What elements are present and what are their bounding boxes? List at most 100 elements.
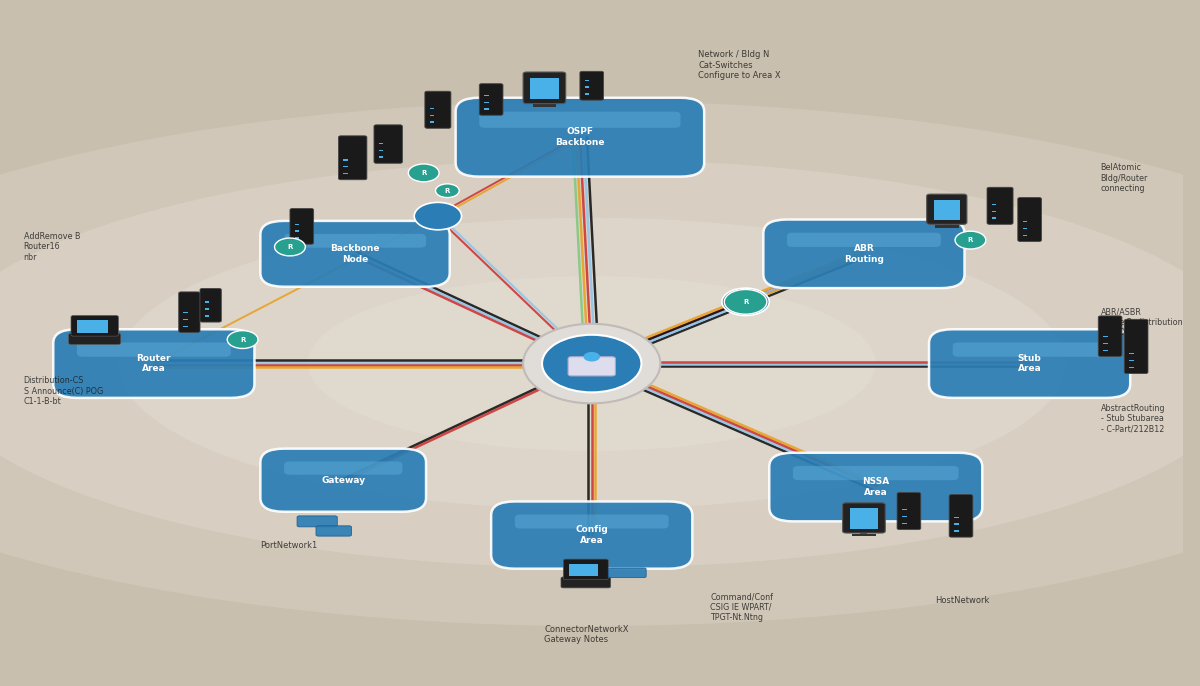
Text: R: R xyxy=(743,299,749,305)
Text: R: R xyxy=(240,337,245,342)
FancyBboxPatch shape xyxy=(769,453,983,521)
Bar xyxy=(1103,350,1108,351)
FancyBboxPatch shape xyxy=(580,71,604,100)
Text: AbstractRouting
- Stub Stubarea
- C-Part/212B12: AbstractRouting - Stub Stubarea - C-Part… xyxy=(1100,403,1165,434)
Circle shape xyxy=(408,164,439,182)
Bar xyxy=(343,166,348,167)
Text: HostNetwork: HostNetwork xyxy=(935,595,989,605)
Bar xyxy=(1022,235,1027,236)
Bar xyxy=(1129,366,1134,368)
Bar xyxy=(484,108,488,110)
Text: Stub
Area: Stub Area xyxy=(1018,354,1042,373)
FancyBboxPatch shape xyxy=(68,333,121,344)
FancyBboxPatch shape xyxy=(515,514,668,528)
FancyBboxPatch shape xyxy=(563,559,608,580)
Bar xyxy=(533,104,557,107)
Bar xyxy=(484,102,488,103)
Circle shape xyxy=(414,202,462,230)
FancyBboxPatch shape xyxy=(260,449,426,512)
FancyBboxPatch shape xyxy=(284,462,402,475)
Text: Backbone
Node: Backbone Node xyxy=(330,244,379,263)
Bar xyxy=(205,308,210,309)
FancyBboxPatch shape xyxy=(179,292,200,332)
FancyBboxPatch shape xyxy=(491,501,692,569)
FancyBboxPatch shape xyxy=(284,234,426,248)
FancyBboxPatch shape xyxy=(456,97,704,176)
Circle shape xyxy=(722,288,769,316)
FancyBboxPatch shape xyxy=(425,91,451,128)
FancyBboxPatch shape xyxy=(793,466,959,480)
FancyBboxPatch shape xyxy=(338,136,367,180)
Bar xyxy=(1022,228,1027,229)
Bar xyxy=(991,204,996,205)
Bar xyxy=(584,93,589,95)
Bar xyxy=(902,523,906,524)
FancyBboxPatch shape xyxy=(842,503,886,533)
Bar xyxy=(343,159,348,161)
Text: Network / Bldg N
Cat-Switches
Configure to Area X: Network / Bldg N Cat-Switches Configure … xyxy=(698,50,781,80)
Bar xyxy=(860,528,868,535)
Bar xyxy=(1129,359,1134,361)
Ellipse shape xyxy=(0,101,1200,626)
Bar xyxy=(343,173,348,174)
Bar xyxy=(954,530,959,532)
Bar xyxy=(934,200,960,220)
Circle shape xyxy=(227,331,258,348)
Ellipse shape xyxy=(0,160,1200,568)
Bar xyxy=(991,211,996,212)
FancyBboxPatch shape xyxy=(316,525,352,536)
FancyBboxPatch shape xyxy=(560,577,611,588)
Bar xyxy=(943,220,950,226)
Bar xyxy=(430,115,434,116)
FancyBboxPatch shape xyxy=(523,72,565,104)
Circle shape xyxy=(583,352,600,362)
Bar xyxy=(77,320,108,333)
Bar xyxy=(584,80,589,81)
Bar xyxy=(1103,336,1108,338)
Bar xyxy=(954,523,959,525)
Circle shape xyxy=(542,335,642,392)
FancyBboxPatch shape xyxy=(298,516,337,527)
Text: NSSA
Area: NSSA Area xyxy=(862,477,889,497)
FancyBboxPatch shape xyxy=(953,342,1106,357)
Text: Command/Conf
CSIG IE WPART/
TPGT-Nt.Ntng: Command/Conf CSIG IE WPART/ TPGT-Nt.Ntng xyxy=(710,592,773,622)
Bar xyxy=(295,230,300,232)
FancyBboxPatch shape xyxy=(53,329,254,398)
FancyBboxPatch shape xyxy=(200,288,221,322)
FancyBboxPatch shape xyxy=(898,493,920,530)
Text: ABR/ASBR
Route Redistribution
into OSPF: ABR/ASBR Route Redistribution into OSPF xyxy=(1100,307,1182,338)
FancyBboxPatch shape xyxy=(71,316,119,336)
Text: R: R xyxy=(967,237,973,243)
Bar xyxy=(430,108,434,109)
Bar xyxy=(569,564,598,576)
Bar xyxy=(184,318,188,320)
Bar xyxy=(584,86,589,88)
Bar xyxy=(852,534,876,536)
Bar xyxy=(850,508,878,529)
Bar xyxy=(991,217,996,219)
Bar xyxy=(1022,221,1027,222)
FancyBboxPatch shape xyxy=(1098,316,1122,357)
FancyBboxPatch shape xyxy=(608,568,646,578)
Bar xyxy=(184,311,188,313)
Text: Config
Area: Config Area xyxy=(575,525,608,545)
Bar xyxy=(541,99,548,106)
FancyBboxPatch shape xyxy=(1018,198,1042,241)
Ellipse shape xyxy=(119,218,1066,509)
Bar xyxy=(935,225,959,228)
FancyBboxPatch shape xyxy=(763,220,965,288)
FancyBboxPatch shape xyxy=(374,125,402,163)
Bar xyxy=(379,143,384,144)
FancyBboxPatch shape xyxy=(1124,320,1148,373)
Text: PortNetwork1: PortNetwork1 xyxy=(260,541,318,550)
Bar xyxy=(205,315,210,316)
Circle shape xyxy=(275,238,305,256)
Text: ABR
Routing: ABR Routing xyxy=(844,244,884,263)
FancyBboxPatch shape xyxy=(568,357,616,376)
Circle shape xyxy=(523,324,660,403)
Bar xyxy=(205,301,210,303)
Bar xyxy=(902,516,906,517)
Circle shape xyxy=(725,289,767,314)
Bar xyxy=(295,224,300,225)
Text: Router
Area: Router Area xyxy=(137,354,172,373)
